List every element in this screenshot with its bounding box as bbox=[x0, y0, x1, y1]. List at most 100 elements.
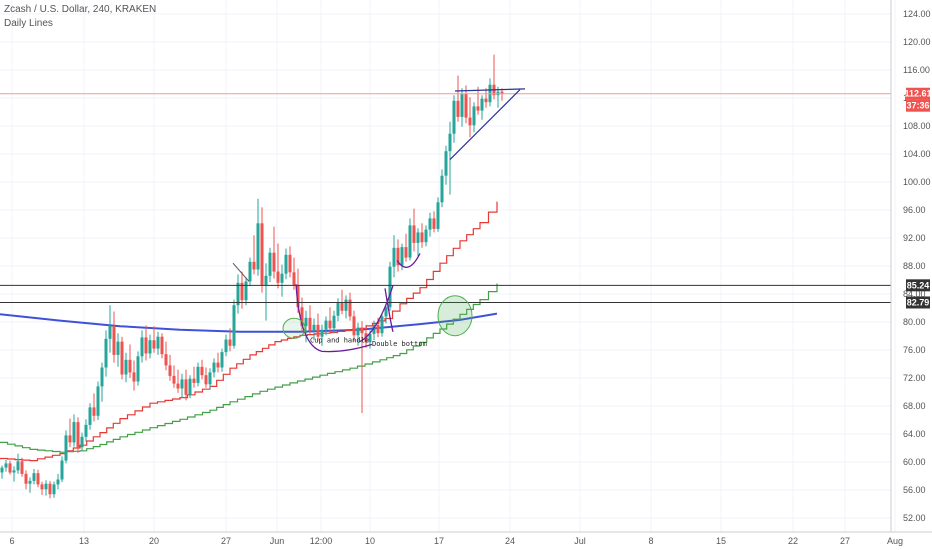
candle-body-24 bbox=[96, 386, 100, 416]
candle-body-58 bbox=[232, 305, 236, 346]
candle-body-26 bbox=[104, 338, 108, 368]
candle-body-45 bbox=[180, 379, 184, 389]
candle-body-46 bbox=[184, 379, 188, 395]
candle-body-12 bbox=[48, 483, 52, 495]
candle-body-14 bbox=[56, 479, 60, 485]
candle-body-103 bbox=[412, 225, 416, 243]
candle-body-119 bbox=[476, 106, 480, 111]
candle-body-114 bbox=[456, 100, 460, 117]
y-tick-8: 92.00 bbox=[903, 233, 926, 243]
candle-body-71 bbox=[284, 254, 288, 274]
x-tick-3: 27 bbox=[221, 536, 231, 546]
price-label-1: 37:36 bbox=[906, 101, 929, 111]
y-tick-2: 116.00 bbox=[903, 65, 930, 75]
candle-body-80 bbox=[320, 329, 324, 337]
candle-body-97 bbox=[388, 266, 392, 308]
candle-body-54 bbox=[216, 362, 220, 368]
candle-body-36 bbox=[144, 337, 148, 354]
candle-body-101 bbox=[404, 247, 408, 258]
y-tick-17: 56.00 bbox=[903, 485, 926, 495]
price-label-bg-0 bbox=[906, 87, 930, 100]
ma-red-line bbox=[0, 201, 498, 462]
small-trendline bbox=[232, 262, 250, 282]
candle-body-5 bbox=[20, 461, 24, 474]
candle-body-105 bbox=[420, 232, 424, 243]
candle-body-68 bbox=[272, 252, 276, 272]
y-tick-13: 72.00 bbox=[903, 373, 926, 383]
annotation-1: Double bottom bbox=[372, 340, 427, 348]
candle-body-125 bbox=[500, 91, 504, 94]
candle-body-2 bbox=[8, 463, 12, 473]
candle-body-76 bbox=[304, 317, 308, 327]
candle-body-79 bbox=[316, 324, 320, 337]
candle-body-69 bbox=[276, 271, 280, 283]
chart-title: Zcash / U.S. Dollar, 240, KRAKEN bbox=[4, 4, 156, 15]
annotation-0: Cup and handle bbox=[310, 336, 369, 344]
candle-body-107 bbox=[428, 218, 432, 230]
x-tick-2: 20 bbox=[149, 536, 159, 546]
x-tick-5: 12:00 bbox=[310, 536, 333, 546]
candle-body-110 bbox=[440, 175, 444, 203]
x-tick-10: 8 bbox=[648, 536, 653, 546]
candle-body-11 bbox=[44, 483, 48, 490]
cross-circle-2 bbox=[437, 295, 473, 337]
candle-body-112 bbox=[448, 133, 452, 152]
handle-curve-drawing bbox=[396, 253, 421, 268]
candle-body-95 bbox=[380, 316, 384, 334]
x-tick-4: Jun bbox=[270, 536, 285, 546]
candle-body-9 bbox=[36, 473, 40, 485]
price-label-0: 112.61 bbox=[904, 89, 931, 99]
candle-body-61 bbox=[244, 281, 248, 301]
x-tick-6: 10 bbox=[365, 536, 375, 546]
x-tick-0: 6 bbox=[9, 536, 14, 546]
candle-body-94 bbox=[376, 324, 380, 334]
candle-body-15 bbox=[60, 460, 64, 480]
time-axis[interactable]: 6 13 20 27 Jun 12:00 10 17 24 Jul 8 15 22 27 Aug bbox=[9, 536, 903, 546]
candle-body-51 bbox=[204, 375, 208, 385]
ma-green-line bbox=[0, 283, 498, 453]
y-tick-0: 124.00 bbox=[903, 9, 931, 19]
candle-body-102 bbox=[408, 225, 412, 258]
candle-body-65 bbox=[260, 223, 264, 285]
candle-body-85 bbox=[340, 303, 344, 311]
y-tick-7: 96.00 bbox=[903, 205, 926, 215]
candle-body-48 bbox=[192, 378, 196, 383]
candle-body-0 bbox=[0, 467, 4, 473]
candle-body-57 bbox=[228, 339, 232, 346]
candle-body-115 bbox=[460, 93, 464, 117]
y-tick-10: 84.00 bbox=[903, 289, 926, 299]
x-tick-11: 15 bbox=[716, 536, 726, 546]
x-tick-7: 17 bbox=[434, 536, 444, 546]
candle-body-83 bbox=[332, 315, 336, 329]
price-axis[interactable]: 124.00120.00116.00112.00108.00104.00100.… bbox=[903, 9, 931, 523]
candle-body-98 bbox=[392, 247, 396, 267]
candle-body-120 bbox=[480, 98, 484, 111]
candle-body-40 bbox=[160, 336, 164, 355]
y-tick-12: 76.00 bbox=[903, 345, 926, 355]
candle-body-3 bbox=[12, 470, 16, 473]
y-tick-14: 68.00 bbox=[903, 401, 926, 411]
candle-body-18 bbox=[72, 422, 76, 443]
candle-body-31 bbox=[124, 359, 128, 375]
candle-body-64 bbox=[256, 223, 260, 270]
candle-body-35 bbox=[140, 337, 144, 357]
candle-body-21 bbox=[84, 424, 88, 437]
candle-body-53 bbox=[212, 362, 216, 373]
candle-body-28 bbox=[112, 326, 116, 355]
chart-subtitle: Daily Lines bbox=[4, 18, 53, 29]
candle-body-96 bbox=[384, 307, 388, 317]
candle-body-16 bbox=[64, 435, 68, 461]
candle-body-106 bbox=[424, 229, 428, 243]
candle-body-63 bbox=[252, 261, 256, 270]
x-tick-14: Aug bbox=[887, 536, 903, 546]
candle-body-4 bbox=[16, 461, 20, 471]
candle-body-27 bbox=[108, 326, 112, 339]
candle-body-19 bbox=[76, 422, 80, 448]
candle-body-39 bbox=[156, 336, 160, 349]
candle-body-93 bbox=[372, 324, 376, 334]
price-label-bg-2 bbox=[906, 279, 930, 292]
candle-body-117 bbox=[468, 117, 472, 126]
candle-body-78 bbox=[312, 324, 316, 331]
